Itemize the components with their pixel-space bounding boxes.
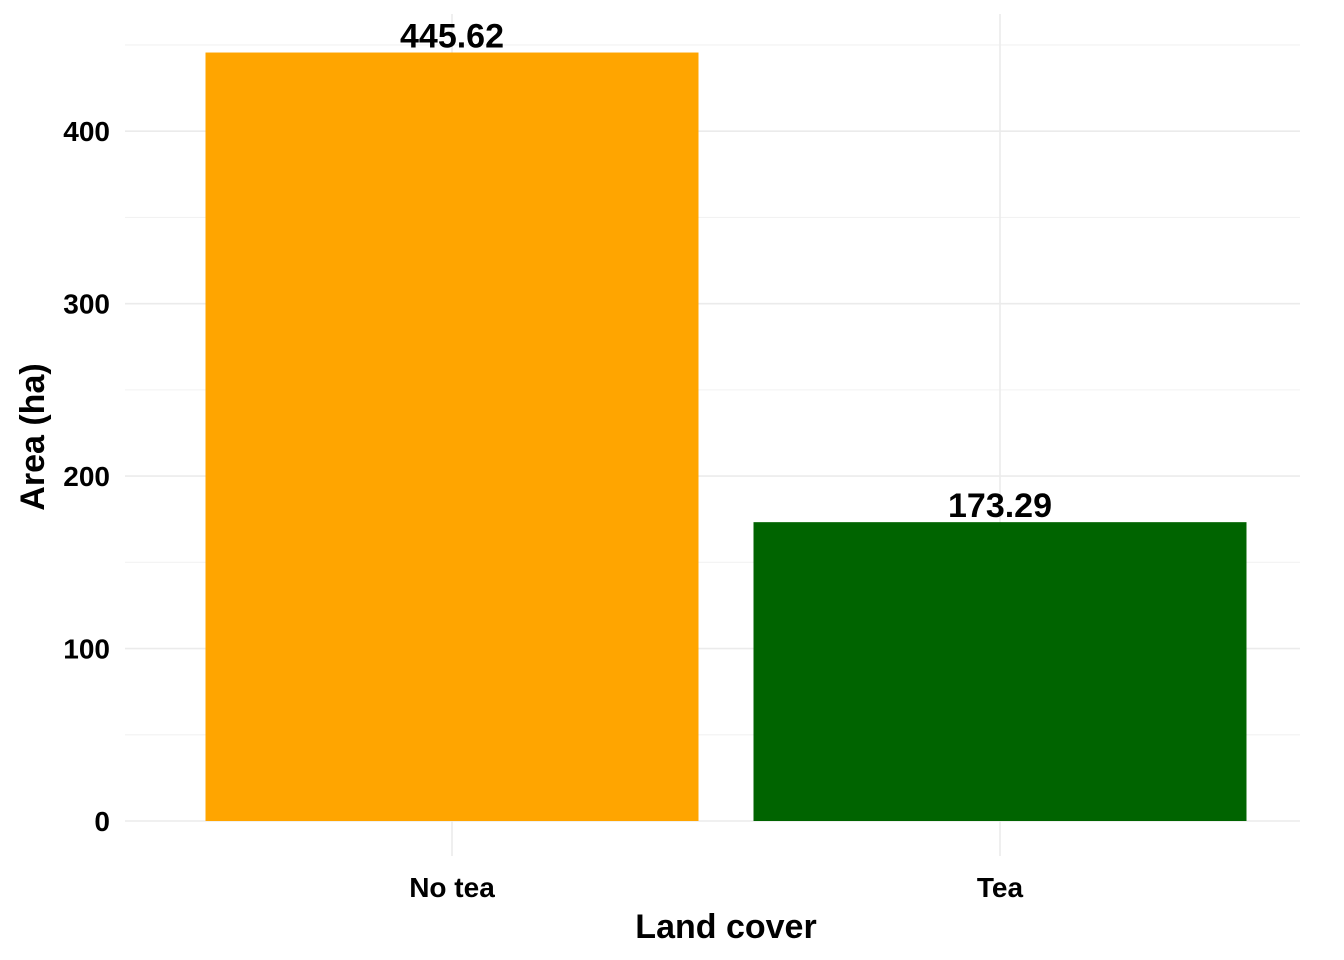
- bars: [205, 52, 1247, 821]
- y-tick-label: 400: [63, 116, 110, 147]
- x-axis-ticks: No tea Tea: [409, 872, 1023, 903]
- x-tick-label: Tea: [977, 872, 1024, 903]
- data-labels: 445.62 173.29: [400, 18, 1052, 526]
- y-tick-label: 200: [63, 461, 110, 492]
- bar-no-tea: [205, 52, 699, 821]
- y-axis-title: Area (ha): [14, 363, 52, 510]
- bar-tea: [753, 522, 1247, 821]
- y-tick-label: 0: [94, 806, 110, 837]
- y-axis-ticks: 0 100 200 300 400: [63, 116, 110, 837]
- y-tick-label: 300: [63, 289, 110, 320]
- x-axis-title: Land cover: [635, 908, 816, 946]
- data-label: 445.62: [400, 18, 504, 56]
- data-label: 173.29: [948, 487, 1052, 525]
- x-tick-label: No tea: [409, 872, 495, 903]
- y-tick-label: 100: [63, 634, 110, 665]
